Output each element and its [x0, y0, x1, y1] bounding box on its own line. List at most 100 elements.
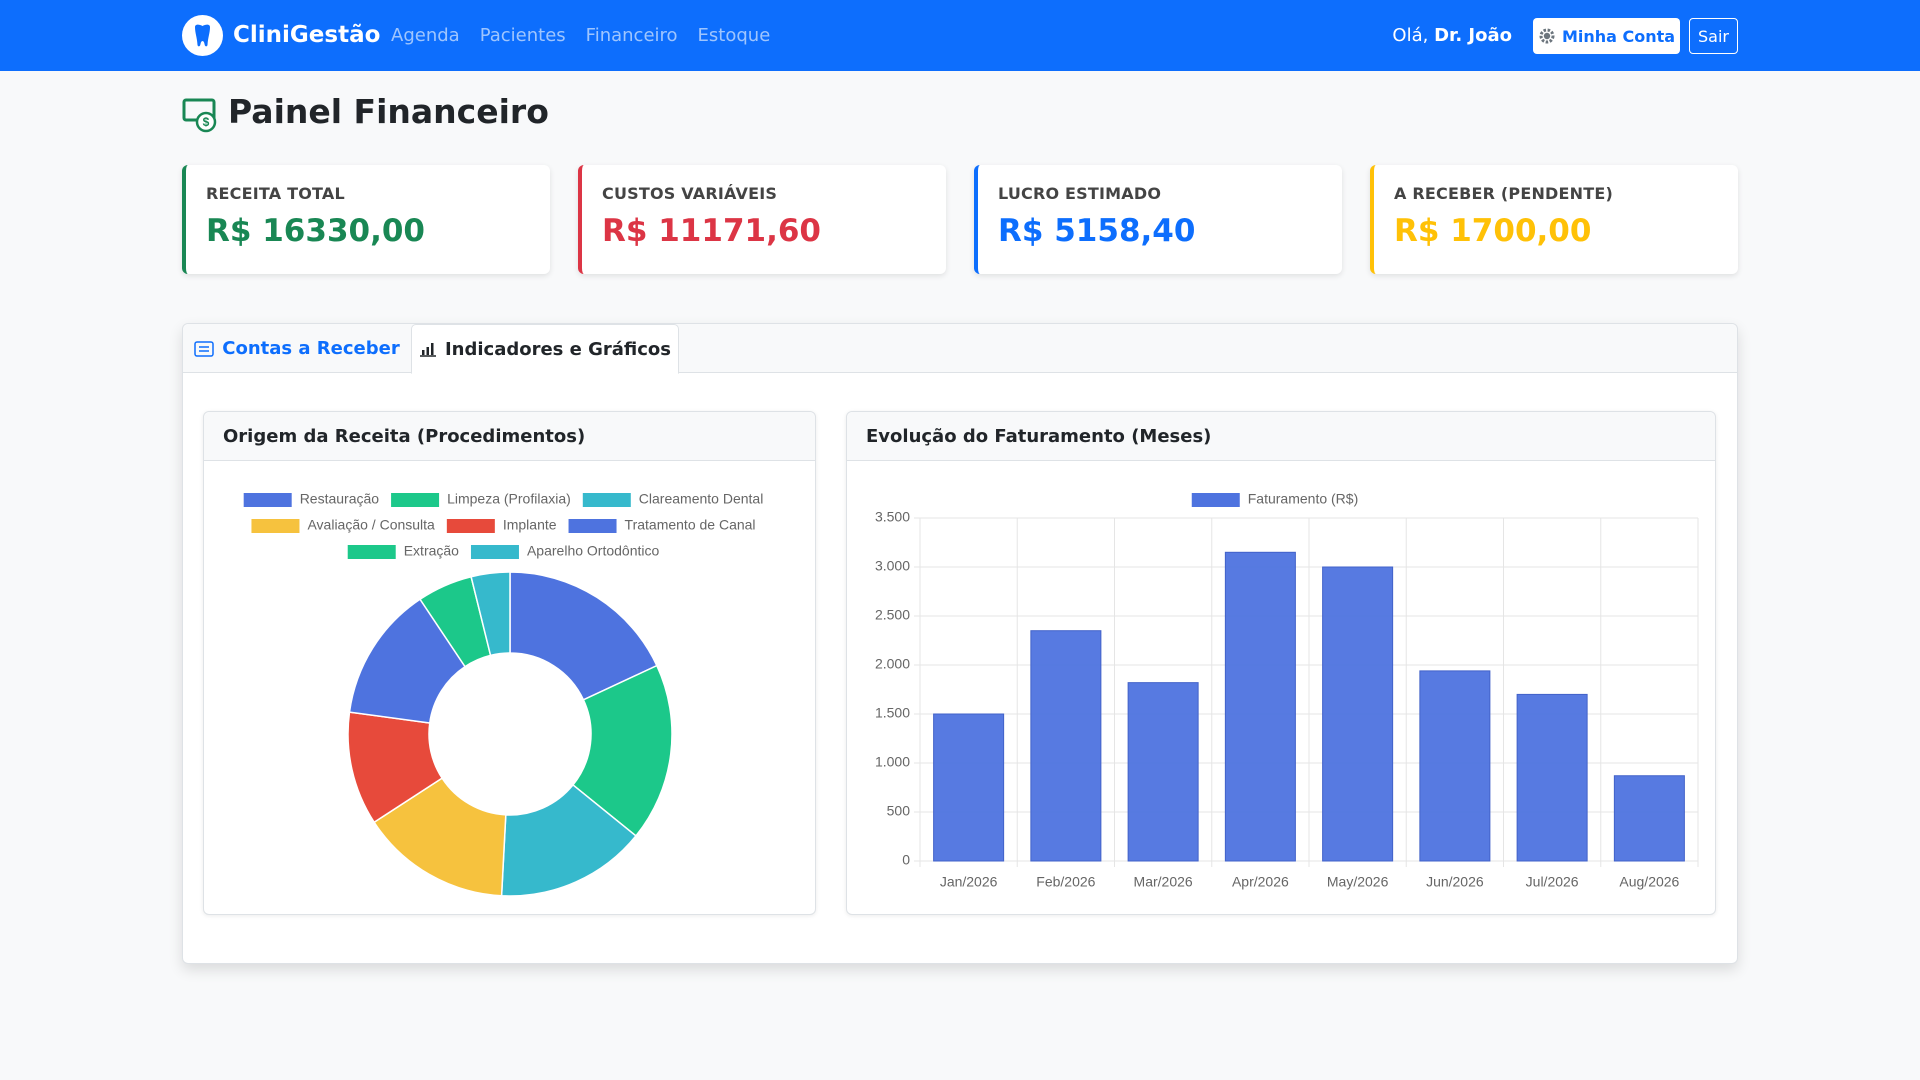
chart-card: Evolução do Faturamento (Meses) Faturame…: [846, 411, 1716, 915]
x-tick-label: Mar/2026: [1134, 874, 1193, 890]
y-tick-label: 2.500: [875, 607, 910, 623]
card-value: R$ 1700,00: [1394, 213, 1592, 249]
card-label: CUSTOS VARIÁVEIS: [602, 184, 778, 203]
card-label: A RECEBER (PENDENTE): [1394, 184, 1614, 203]
bar: [933, 713, 1005, 862]
nav-link[interactable]: Pacientes: [479, 25, 566, 46]
bar: [1127, 682, 1199, 862]
legend-label: Clareamento Dental: [639, 491, 764, 507]
card-label: RECEITA TOTAL: [206, 184, 345, 203]
nav-link[interactable]: Estoque: [697, 25, 771, 46]
pie-slice: [470, 571, 511, 657]
bar: [1613, 775, 1685, 862]
legend-label: Avaliação / Consulta: [307, 517, 435, 533]
legend-label: Extração: [404, 543, 459, 559]
navbar: CliniGestão Agenda Pacientes Financeiro …: [0, 0, 1920, 71]
summary-card: RECEITA TOTAL R$ 16330,00: [182, 165, 550, 274]
y-tick-label: 1.500: [875, 705, 910, 721]
legend-label: Aparelho Ortodôntico: [527, 543, 660, 559]
legend-item: Clareamento Dental: [582, 491, 764, 507]
summary-card: CUSTOS VARIÁVEIS R$ 11171,60: [578, 165, 946, 274]
y-tick-label: 1.000: [875, 754, 910, 770]
y-tick-label: 3.000: [875, 558, 910, 574]
y-tick-label: 500: [887, 803, 911, 819]
legend-label: Limpeza (Profilaxia): [447, 491, 571, 507]
page-title: Painel Financeiro: [228, 92, 549, 131]
brand-icon: [182, 15, 223, 56]
pie-slice: [509, 571, 658, 701]
greeting-text: Olá,: [1392, 25, 1429, 46]
brand[interactable]: CliniGestão: [233, 22, 381, 48]
legend-label: Tratamento de Canal: [625, 517, 756, 533]
bar: [1419, 670, 1491, 862]
chart-title: Origem da Receita (Procedimentos): [204, 412, 815, 461]
legend-swatch: [568, 519, 617, 533]
account-label: Minha Conta: [1561, 26, 1676, 46]
greeting: Olá, Dr. João: [1392, 0, 1512, 71]
summary-card: LUCRO ESTIMADO R$ 5158,40: [974, 165, 1342, 274]
nav-link[interactable]: Financeiro: [585, 25, 678, 46]
user-name: Dr. João: [1434, 25, 1512, 46]
gear-icon: [1539, 28, 1555, 44]
legend-swatch: [251, 519, 300, 533]
bar: [1224, 551, 1296, 862]
card-value: R$ 16330,00: [206, 213, 425, 249]
logout-button[interactable]: Sair: [1689, 18, 1738, 54]
legend-item: Implante: [446, 517, 557, 533]
tab-label: Contas a Receber: [222, 338, 400, 359]
y-tick-label: 2.000: [875, 656, 910, 672]
pie-slice: [571, 664, 673, 837]
list-icon: [194, 340, 215, 357]
tab-active[interactable]: Indicadores e Gráficos: [411, 324, 679, 374]
svg-text:$: $: [203, 115, 210, 129]
x-tick-label: May/2026: [1327, 874, 1389, 890]
tab-panel: Contas a Receber Indicadores e Gráficos …: [182, 323, 1738, 964]
legend-item: Avaliação / Consulta: [251, 517, 435, 533]
pie-chart: Restauração Limpeza (Profilaxia) Clareamen…: [243, 491, 764, 897]
chart-card: Origem da Receita (Procedimentos) Restau…: [203, 411, 816, 915]
legend-item: Faturamento (R$): [1191, 491, 1358, 507]
legend-item: Tratamento de Canal: [568, 517, 756, 533]
legend-item: Aparelho Ortodôntico: [470, 543, 660, 559]
account-button[interactable]: Minha Conta: [1533, 18, 1680, 54]
nav-link[interactable]: Agenda: [391, 25, 460, 46]
legend-label: Faturamento (R$): [1248, 491, 1358, 507]
chart-title: Evolução do Faturamento (Meses): [847, 412, 1715, 461]
y-tick-label: 0: [902, 852, 910, 868]
legend-swatch: [1191, 493, 1240, 507]
tooth-icon: [195, 24, 210, 47]
card-value: R$ 5158,40: [998, 213, 1196, 249]
chart-icon: [419, 343, 436, 357]
legend-swatch: [446, 519, 495, 533]
legend-swatch: [347, 545, 396, 559]
legend-swatch: [470, 545, 519, 559]
bar: [1516, 693, 1588, 862]
x-tick-label: Jan/2026: [940, 874, 998, 890]
summary-card: A RECEBER (PENDENTE) R$ 1700,00: [1370, 165, 1738, 274]
legend-item: Restauração: [243, 491, 380, 507]
legend-item: Limpeza (Profilaxia): [391, 491, 571, 507]
x-tick-label: Aug/2026: [1619, 874, 1679, 890]
legend-swatch: [243, 493, 292, 507]
y-tick-label: 3.500: [875, 509, 910, 525]
card-value: R$ 11171,60: [602, 213, 821, 249]
bar-chart: Faturamento (R$) 0 500 1.000 1.500 2.000 2.500…: [875, 491, 1699, 890]
tab-label: Indicadores e Gráficos: [444, 338, 672, 360]
money-icon: $: [182, 98, 217, 133]
legend-label: Restauração: [300, 491, 380, 507]
x-tick-label: Jul/2026: [1526, 874, 1579, 890]
nav-links: Agenda Pacientes Financeiro Estoque: [391, 0, 770, 71]
x-tick-label: Feb/2026: [1036, 874, 1095, 890]
x-tick-label: Jun/2026: [1426, 874, 1484, 890]
legend-label: Implante: [503, 517, 557, 533]
x-tick-label: Apr/2026: [1232, 874, 1289, 890]
bar: [1322, 566, 1394, 862]
legend-item: Extração: [347, 543, 459, 559]
legend-swatch: [391, 493, 440, 507]
card-label: LUCRO ESTIMADO: [998, 184, 1162, 203]
legend-swatch: [582, 493, 631, 507]
bar: [1030, 630, 1102, 862]
tab[interactable]: Contas a Receber: [183, 324, 411, 373]
